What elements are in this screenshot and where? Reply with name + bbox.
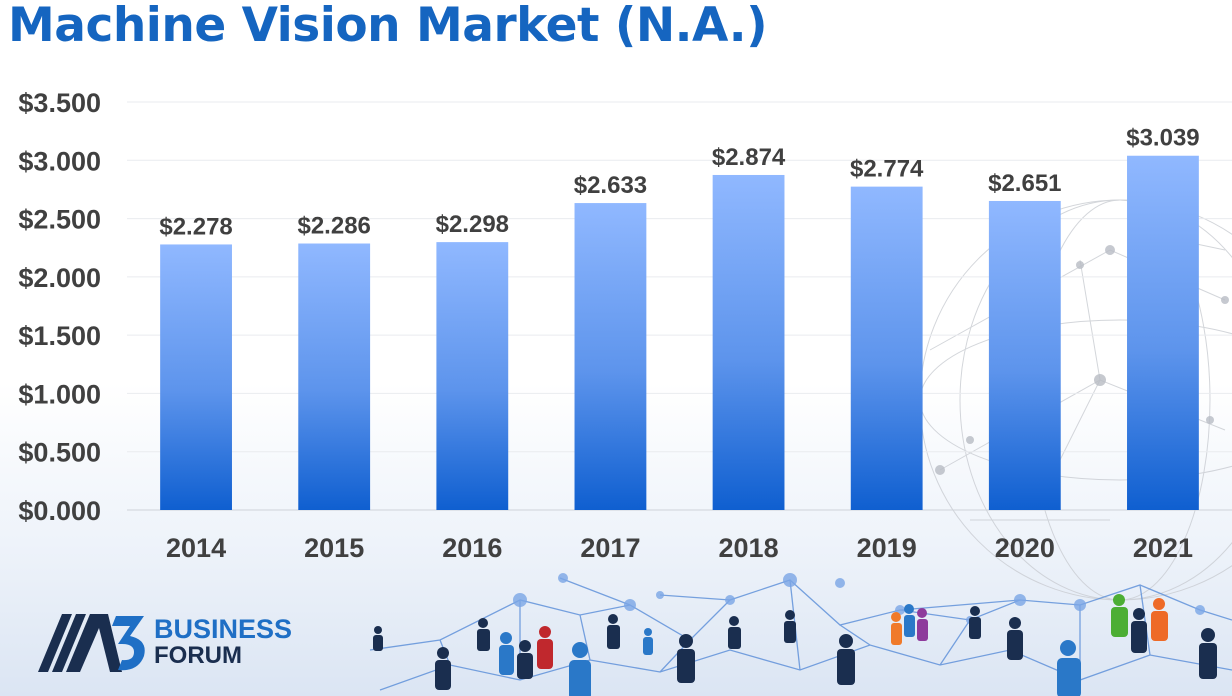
- data-label: $2.633: [574, 172, 647, 199]
- page-title: Machine Vision Market (N.A.): [8, 0, 768, 53]
- a3-logo-icon: [38, 614, 145, 672]
- bar-2017: [574, 203, 647, 510]
- bar-2018: [712, 174, 785, 511]
- data-label: $2.651: [988, 170, 1061, 197]
- x-tick-label: 2016: [442, 533, 502, 563]
- logo-line-business: BUSINESS: [154, 614, 293, 644]
- y-tick-label: $3.000: [18, 146, 101, 176]
- data-label: $2.774: [850, 156, 924, 183]
- bar-2019: [850, 186, 923, 510]
- x-tick-label: 2019: [857, 533, 917, 563]
- data-label: $2.298: [436, 211, 509, 238]
- x-tick-label: 2017: [580, 533, 640, 563]
- data-label: $2.278: [159, 213, 232, 240]
- x-tick-label: 2021: [1133, 533, 1193, 563]
- data-label: $2.286: [297, 213, 370, 240]
- y-tick-label: $3.500: [18, 88, 101, 118]
- bar-2021: [1127, 155, 1199, 510]
- x-tick-label: 2018: [719, 533, 779, 563]
- bar-2015: [298, 243, 371, 511]
- x-tick-label: 2014: [166, 533, 226, 563]
- y-tick-label: $1.500: [18, 321, 101, 351]
- data-label: $3.039: [1126, 125, 1199, 152]
- x-tick-label: 2015: [304, 533, 364, 563]
- bar-2020: [988, 200, 1061, 510]
- a3-business-forum-logo: BUSINESS FORUM: [38, 610, 308, 674]
- bar-2014: [160, 244, 232, 510]
- y-tick-label: $2.000: [18, 263, 101, 293]
- logo-line-forum: FORUM: [154, 642, 242, 669]
- y-tick-label: $0.500: [18, 438, 101, 468]
- y-tick-label: $2.500: [18, 205, 101, 235]
- data-label: $2.874: [712, 144, 786, 171]
- y-tick-label: $0.000: [18, 496, 101, 526]
- x-tick-label: 2020: [995, 533, 1055, 563]
- y-tick-label: $1.000: [18, 379, 101, 409]
- bar-2016: [436, 242, 509, 511]
